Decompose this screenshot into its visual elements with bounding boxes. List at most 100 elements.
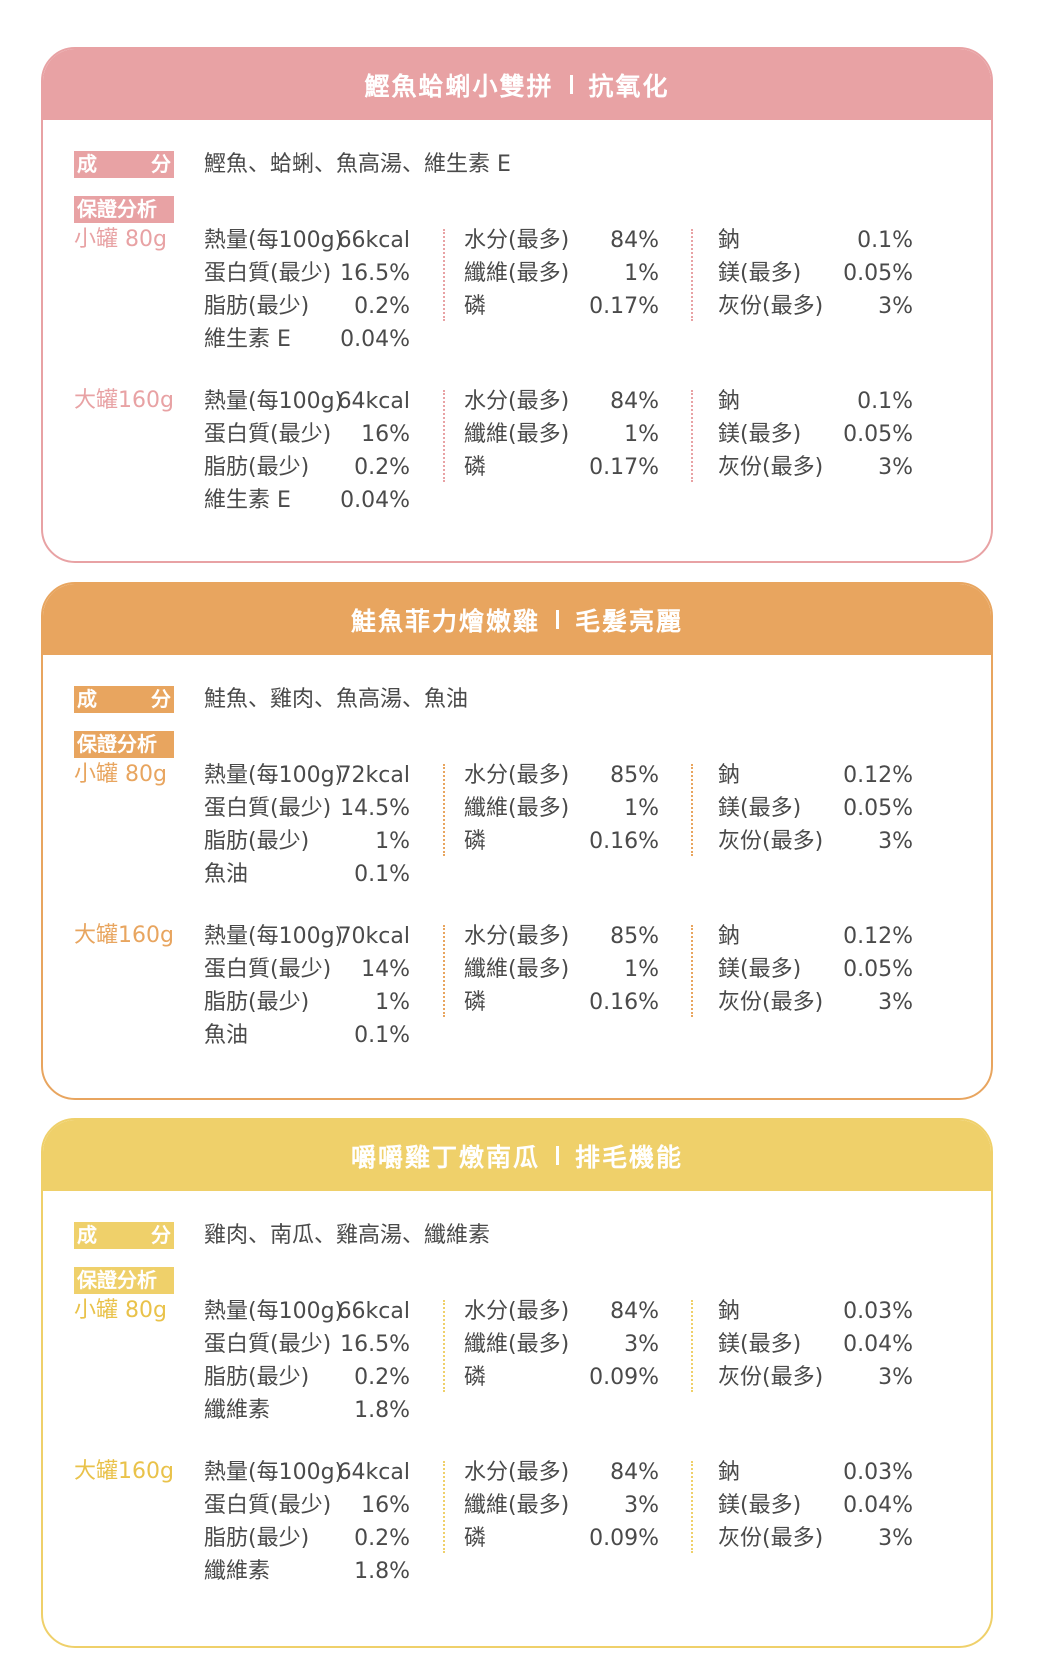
nutrient-value: 16% <box>361 422 410 447</box>
column-divider <box>691 764 693 856</box>
nutrient-value: 0.17% <box>589 294 659 319</box>
nutrient-value: 84% <box>610 228 659 253</box>
nutrient-value: 3% <box>878 455 913 480</box>
nutrient-name: 水分(最多) <box>464 1299 570 1324</box>
product-title: 鮭魚菲力燴嫩雞 <box>350 606 540 636</box>
nutrient-value: 84% <box>610 1299 659 1324</box>
nutrient-value: 66kcal <box>337 1299 410 1324</box>
nutrition-row: 熱量(每100g) 70kcal 水分(最多) 85% 鈉 0.12% <box>204 921 964 954</box>
nutrient-name: 水分(最多) <box>464 389 570 414</box>
nutrition-row: 熱量(每100g) 72kcal 水分(最多) 85% 鈉 0.12% <box>204 760 964 793</box>
title-separator <box>569 75 573 94</box>
nutrient-value: 16% <box>361 1493 410 1518</box>
analysis-tag: 保證分析 <box>74 196 174 223</box>
ingredients-tag-a: 成 <box>77 1223 97 1247</box>
nutrition-row: 脂肪(最少) 1% 磷 0.16% 灰份(最多) 3% <box>204 987 964 1020</box>
nutrient-value: 1% <box>624 957 659 982</box>
nutrient-value: 0.05% <box>843 422 913 447</box>
nutrient-name: 鈉 <box>718 389 741 414</box>
nutrient-name: 脂肪(最少) <box>204 455 310 480</box>
nutrition-row: 維生素 E 0.04% <box>204 324 964 357</box>
nutrient-name: 水分(最多) <box>464 1460 570 1485</box>
product-subtitle: 抗氧化 <box>588 71 670 101</box>
nutrition-row: 纖維素 1.8% <box>204 1556 964 1589</box>
nutrient-value: 1.8% <box>354 1559 410 1584</box>
nutrient-name: 蛋白質(最少) <box>204 957 332 982</box>
nutrient-value: 14.5% <box>340 796 410 821</box>
nutrient-value: 0.12% <box>843 924 913 949</box>
nutrient-name: 灰份(最多) <box>718 1365 824 1390</box>
nutrient-value: 0.2% <box>354 294 410 319</box>
nutrient-name: 鈉 <box>718 763 741 788</box>
nutrient-name: 鎂(最多) <box>718 1493 802 1518</box>
nutrition-row: 熱量(每100g) 66kcal 水分(最多) 84% 鈉 0.1% <box>204 225 964 258</box>
nutrient-name: 熱量(每100g) <box>204 1460 344 1485</box>
ingredients-tag-b: 分 <box>151 687 171 711</box>
nutrient-name: 熱量(每100g) <box>204 228 344 253</box>
nutrient-name: 纖維(最多) <box>464 261 570 286</box>
ingredients-tag: 成分 <box>74 1222 174 1249</box>
nutrient-name: 鎂(最多) <box>718 422 802 447</box>
nutrient-name: 脂肪(最少) <box>204 1365 310 1390</box>
nutrient-value: 70kcal <box>337 924 410 949</box>
nutrition-row: 蛋白質(最少) 14.5% 纖維(最多) 1% 鎂(最多) 0.05% <box>204 793 964 826</box>
size-label: 小罐 80g <box>74 762 167 787</box>
nutrient-name: 維生素 E <box>204 327 291 352</box>
nutrient-value: 0.09% <box>589 1526 659 1551</box>
nutrient-value: 1% <box>624 422 659 447</box>
nutrition-row: 脂肪(最少) 0.2% 磷 0.17% 灰份(最多) 3% <box>204 452 964 485</box>
nutrient-name: 鎂(最多) <box>718 261 802 286</box>
nutrient-name: 脂肪(最少) <box>204 294 310 319</box>
nutrient-name: 蛋白質(最少) <box>204 1332 332 1357</box>
nutrient-value: 0.04% <box>843 1493 913 1518</box>
nutrient-name: 熱量(每100g) <box>204 389 344 414</box>
product-header: 嚼嚼雞丁燉南瓜 排毛機能 <box>43 1120 991 1191</box>
title-separator <box>556 1146 559 1165</box>
nutrition-row: 脂肪(最少) 0.2% 磷 0.09% 灰份(最多) 3% <box>204 1362 964 1395</box>
analysis-tag: 保證分析 <box>74 731 174 758</box>
nutrient-value: 3% <box>624 1493 659 1518</box>
ingredients-tag-a: 成 <box>77 152 97 176</box>
nutrient-name: 灰份(最多) <box>718 1526 824 1551</box>
nutrient-name: 鎂(最多) <box>718 957 802 982</box>
ingredients-tag-b: 分 <box>151 1223 171 1247</box>
nutrient-name: 磷 <box>464 829 487 854</box>
nutrition-row: 熱量(每100g) 64kcal 水分(最多) 84% 鈉 0.03% <box>204 1457 964 1490</box>
ingredients-tag-a: 成 <box>77 687 97 711</box>
nutrition-grid: 熱量(每100g) 66kcal 水分(最多) 84% 鈉 0.1% 蛋白質(最少) 16.5… <box>204 225 964 357</box>
nutrient-value: 0.2% <box>354 455 410 480</box>
nutrient-name: 水分(最多) <box>464 228 570 253</box>
nutrient-name: 鈉 <box>718 924 741 949</box>
nutrient-name: 灰份(最多) <box>718 990 824 1015</box>
nutrient-name: 鈉 <box>718 228 741 253</box>
nutrient-value: 1% <box>624 261 659 286</box>
nutrient-value: 0.05% <box>843 957 913 982</box>
nutrient-name: 灰份(最多) <box>718 829 824 854</box>
product-header: 鰹魚蛤蜊小雙拼 抗氧化 <box>43 49 991 120</box>
ingredients-tag: 成分 <box>74 686 174 713</box>
nutrition-grid: 熱量(每100g) 70kcal 水分(最多) 85% 鈉 0.12% 蛋白質(最少) 14%… <box>204 921 964 1053</box>
nutrition-row: 蛋白質(最少) 16.5% 纖維(最多) 3% 鎂(最多) 0.04% <box>204 1329 964 1362</box>
nutrient-name: 磷 <box>464 455 487 480</box>
nutrient-value: 0.1% <box>857 228 913 253</box>
product-subtitle: 排毛機能 <box>575 1142 684 1172</box>
nutrient-name: 蛋白質(最少) <box>204 796 332 821</box>
nutrient-name: 蛋白質(最少) <box>204 1493 332 1518</box>
nutrient-value: 0.1% <box>354 1023 410 1048</box>
product-card: 嚼嚼雞丁燉南瓜 排毛機能成分雞肉、南瓜、雞高湯、纖維素 保證分析 小罐 80g 熱量(每… <box>41 1118 993 1648</box>
nutrition-row: 蛋白質(最少) 16% 纖維(最多) 1% 鎂(最多) 0.05% <box>204 419 964 452</box>
size-label: 大罐160g <box>74 1459 174 1484</box>
product-title: 嚼嚼雞丁燉南瓜 <box>350 1142 540 1172</box>
nutrient-value: 3% <box>878 294 913 319</box>
nutrient-name: 熱量(每100g) <box>204 763 344 788</box>
nutrient-name: 纖維素 <box>204 1398 271 1423</box>
nutrient-value: 0.03% <box>843 1460 913 1485</box>
nutrient-name: 脂肪(最少) <box>204 1526 310 1551</box>
nutrient-value: 3% <box>878 1365 913 1390</box>
nutrient-name: 脂肪(最少) <box>204 990 310 1015</box>
nutrient-value: 0.05% <box>843 796 913 821</box>
column-divider <box>691 229 693 321</box>
nutrient-value: 64kcal <box>337 1460 410 1485</box>
nutrient-value: 64kcal <box>337 389 410 414</box>
size-label: 小罐 80g <box>74 227 167 252</box>
